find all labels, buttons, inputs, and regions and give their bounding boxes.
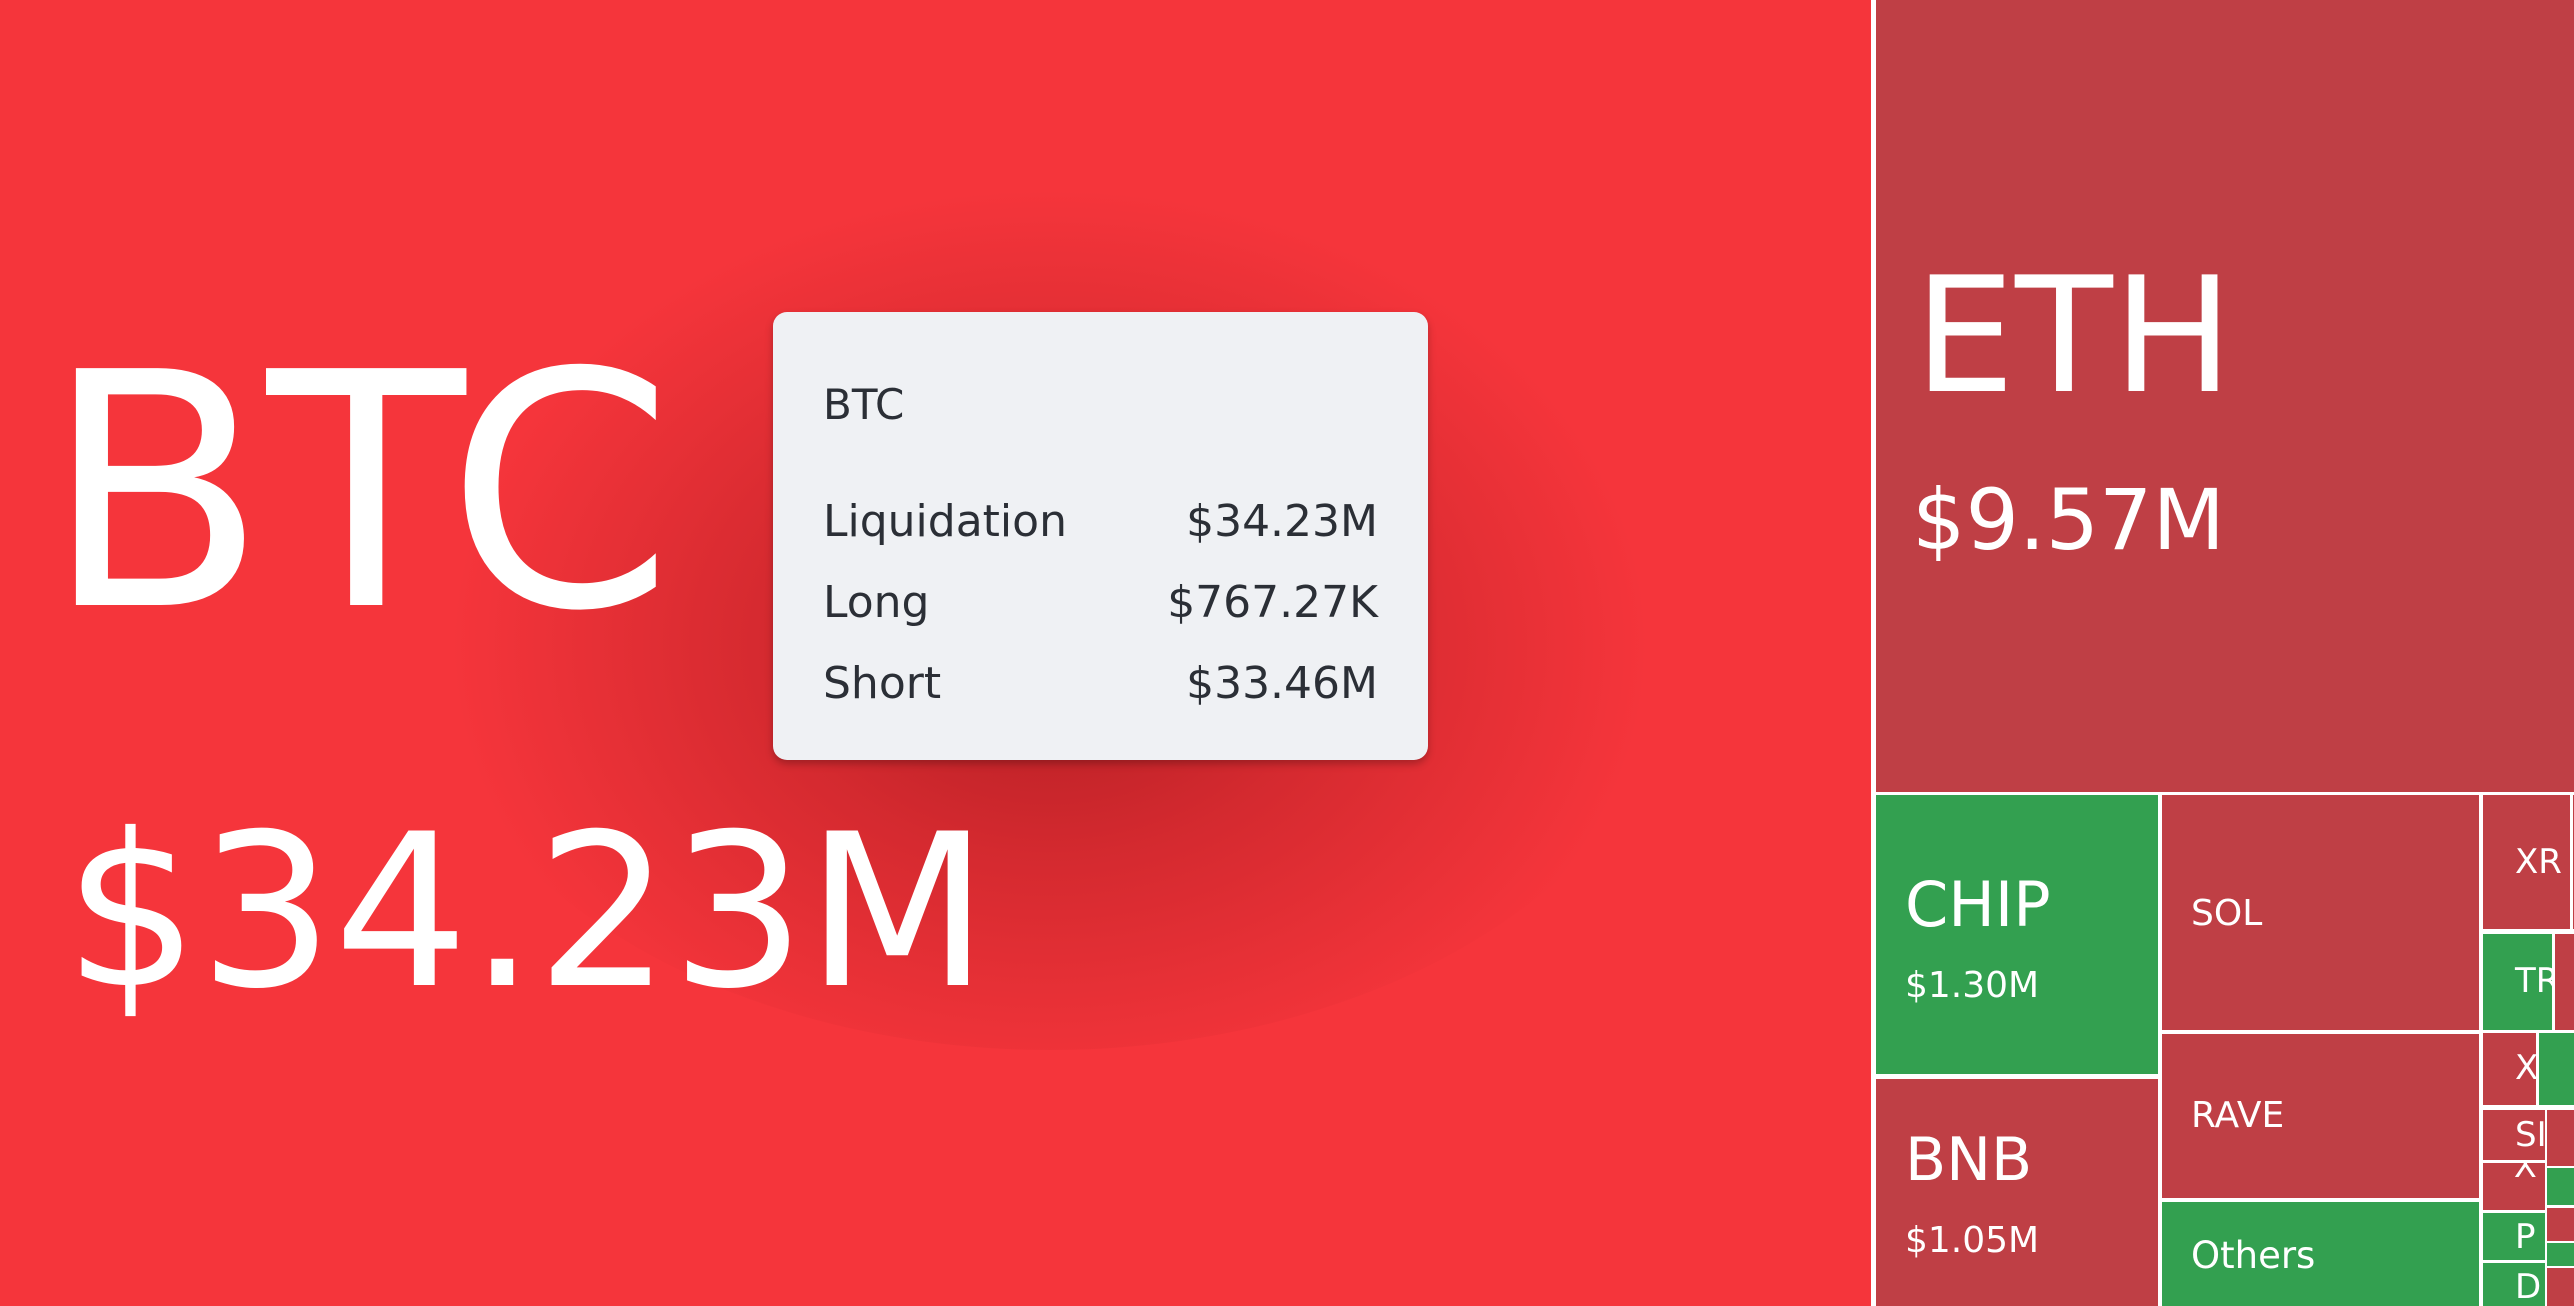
tile-value: $9.57M <box>1912 471 2225 569</box>
tile-bnb[interactable]: BNB $1.05M <box>1876 1079 2158 1306</box>
tile-symbol: XR <box>2515 842 2562 882</box>
tile-value: $1.05M <box>1905 1220 2040 1261</box>
tile-chip[interactable]: CHIP $1.30M <box>1876 795 2158 1074</box>
tile-x[interactable]: X <box>2483 1033 2536 1105</box>
tile-small[interactable] <box>2547 1110 2574 1166</box>
tile-si[interactable]: SI <box>2483 1110 2545 1160</box>
tile-y[interactable]: ⅄ <box>2483 1163 2545 1210</box>
tile-sol[interactable]: SOL <box>2162 795 2479 1030</box>
tile-symbol: SI <box>2515 1115 2545 1155</box>
tile-symbol: D <box>2515 1267 2542 1306</box>
tooltip-row-long: Long $767.27K <box>823 577 1378 628</box>
tile-symbol: CHIP <box>1905 868 2051 941</box>
tooltip-value: $33.46M <box>1186 658 1378 709</box>
tile-tr[interactable]: TR <box>2483 934 2552 1030</box>
tile-others[interactable]: Others <box>2162 1202 2479 1306</box>
tile-symbol: TR <box>2515 961 2552 1001</box>
tile-small[interactable] <box>2547 1243 2574 1266</box>
tile-symbol: BTC <box>44 303 674 682</box>
tooltip-title: BTC <box>823 380 905 429</box>
tile-p[interactable]: P <box>2483 1213 2545 1260</box>
tile-symbol: X <box>2515 1048 2536 1088</box>
tile-small[interactable] <box>2547 1168 2574 1205</box>
tile-eth[interactable]: ETH $9.57M <box>1876 0 2574 792</box>
tile-symbol: BNB <box>1905 1125 2033 1195</box>
tooltip-value: $34.23M <box>1186 496 1378 547</box>
tile-symbol: SOL <box>2191 893 2263 934</box>
tooltip-value: $767.27K <box>1167 577 1378 628</box>
tooltip-row-short: Short $33.46M <box>823 658 1378 709</box>
tile-small[interactable] <box>2547 1208 2574 1241</box>
tooltip-label: Short <box>823 658 942 709</box>
tile-value: $1.30M <box>1905 965 2040 1006</box>
tile-rave[interactable]: RAVE <box>2162 1034 2479 1198</box>
tile-small[interactable] <box>2547 1268 2574 1306</box>
tile-small[interactable] <box>2555 934 2574 1030</box>
tile-value: $34.23M <box>64 788 989 1035</box>
tile-symbol: P <box>2515 1217 2536 1257</box>
tooltip-row-liquidation: Liquidation $34.23M <box>823 496 1378 547</box>
tile-small[interactable] <box>2539 1033 2574 1105</box>
tooltip-label: Liquidation <box>823 496 1067 547</box>
tooltip-label: Long <box>823 577 930 628</box>
tile-symbol: Others <box>2191 1234 2316 1277</box>
tile-symbol: ⅄ <box>2515 1163 2536 1186</box>
tooltip: BTC Liquidation $34.23M Long $767.27K Sh… <box>773 312 1428 760</box>
tile-d[interactable]: D <box>2483 1263 2545 1306</box>
tile-symbol: RAVE <box>2191 1095 2285 1136</box>
tile-xr[interactable]: XR <box>2483 795 2570 929</box>
tile-symbol: ETH <box>1914 242 2234 429</box>
